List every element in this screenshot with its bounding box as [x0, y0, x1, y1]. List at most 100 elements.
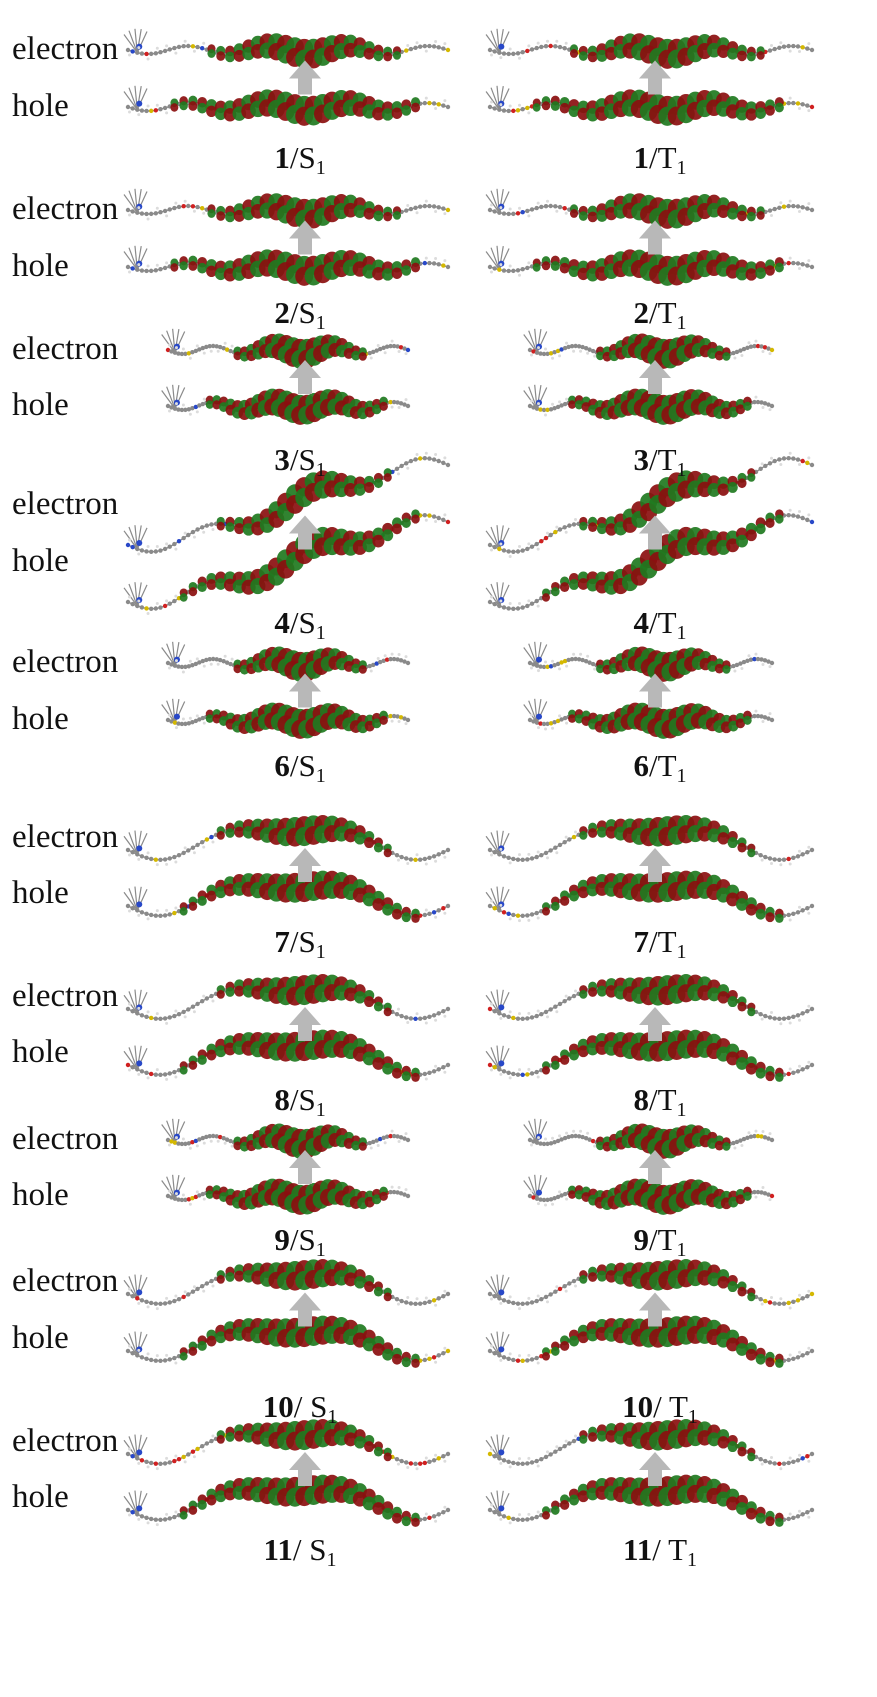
panel-9-S [161, 1118, 411, 1215]
row-label-electron: electron [12, 331, 119, 367]
hole-orbital [485, 245, 815, 286]
excitation-arrow [289, 673, 321, 708]
electron-orbital [523, 641, 775, 682]
excitation-arrow [289, 60, 321, 95]
panel-9-T [523, 1118, 775, 1215]
hole-orbital [523, 384, 775, 425]
state-subscript: 1 [676, 1239, 687, 1261]
excitation-arrow [639, 515, 671, 550]
electron-orbital [161, 328, 411, 369]
excitation-arrow [289, 1007, 321, 1041]
panel-caption: 3/S1 [274, 444, 325, 480]
panel-caption: 7/T1 [633, 926, 686, 962]
panel-caption: 1/S1 [274, 142, 325, 178]
panel-1-S [123, 28, 451, 126]
excitation-arrow [639, 1292, 671, 1327]
excitation-arrow [639, 360, 671, 394]
excitation-arrow [639, 848, 671, 882]
state-separator: / [289, 295, 299, 330]
panel-11-S [123, 1419, 451, 1527]
state-letter: T [657, 295, 677, 330]
state-letter: S [298, 748, 316, 783]
state-separator: / [648, 1222, 658, 1257]
state-subscript: 1 [315, 622, 326, 644]
state-separator: / [648, 748, 658, 783]
panel-caption: 10/ T1 [622, 1391, 698, 1427]
panel-2-S [123, 188, 451, 286]
row-label-electron: electron [12, 819, 119, 855]
compound-number: 4 [274, 605, 290, 640]
electron-orbital [523, 1118, 775, 1159]
compound-number: 2 [274, 295, 290, 330]
state-separator: / [289, 748, 299, 783]
state-subscript: 1 [687, 1549, 698, 1571]
hole-orbital [123, 85, 451, 126]
row-label-hole: hole [12, 88, 69, 124]
state-separator: / [652, 1532, 669, 1567]
state-separator: / [292, 1532, 310, 1567]
state-subscript: 1 [676, 941, 687, 963]
state-subscript: 1 [315, 765, 326, 787]
state-letter: T [657, 1082, 677, 1117]
state-subscript: 1 [315, 941, 326, 963]
panel-caption: 6/T1 [633, 750, 686, 786]
electron-orbital [485, 28, 815, 69]
hole-orbital [523, 698, 775, 739]
hole-orbital [123, 1315, 451, 1368]
state-separator: / [289, 924, 299, 959]
row-label-electron: electron [12, 644, 119, 680]
state-separator: / [648, 924, 658, 959]
state-separator: / [293, 1389, 311, 1424]
row-label-hole: hole [12, 1320, 69, 1356]
panel-caption: 1/T1 [633, 142, 686, 178]
row-label-electron: electron [12, 978, 119, 1014]
panel-caption: 2/T1 [633, 297, 686, 333]
panel-6-S [161, 641, 411, 739]
state-separator: / [648, 295, 658, 330]
compound-number: 2 [633, 295, 649, 330]
state-letter: T [668, 1389, 688, 1424]
panel-caption: 8/T1 [633, 1084, 686, 1120]
panel-caption: 9/S1 [274, 1224, 325, 1260]
compound-number: 9 [633, 1222, 649, 1257]
panel-caption: 11/ S1 [264, 1534, 337, 1570]
hole-orbital [123, 1029, 451, 1082]
state-subscript: 1 [315, 157, 326, 179]
hole-orbital [161, 698, 411, 739]
compound-number: 1 [633, 140, 649, 175]
excitation-arrow [639, 220, 671, 255]
hole-orbital [123, 509, 451, 615]
state-separator: / [653, 1389, 669, 1424]
state-letter: T [657, 442, 677, 477]
compound-number: 3 [633, 442, 649, 477]
state-letter: S [298, 1222, 316, 1257]
hole-orbital [485, 1474, 815, 1527]
electron-orbital [123, 451, 451, 556]
row-label-electron: electron [12, 1121, 119, 1157]
state-separator: / [289, 140, 299, 175]
excitation-arrow [639, 1150, 671, 1184]
state-letter: S [309, 1532, 327, 1567]
excitation-arrow [289, 1292, 321, 1327]
panel-10-T [485, 1259, 815, 1368]
electron-orbital [161, 1118, 411, 1159]
electron-orbital [123, 974, 451, 1025]
row-label-hole: hole [12, 248, 69, 284]
state-subscript: 1 [676, 765, 687, 787]
state-letter: S [310, 1389, 328, 1424]
row-label-electron: electron [12, 486, 119, 522]
row-label-electron: electron [12, 1263, 119, 1299]
state-separator: / [289, 1082, 299, 1117]
state-subscript: 1 [315, 1239, 326, 1261]
compound-number: 10 [262, 1389, 294, 1424]
excitation-arrow [639, 60, 671, 95]
hole-orbital [485, 508, 815, 612]
hole-orbital [485, 1315, 815, 1368]
compound-number: 3 [274, 442, 290, 477]
excitation-arrow [289, 220, 321, 255]
compound-number: 7 [633, 924, 649, 959]
compound-number: 11 [263, 1532, 293, 1567]
row-label-hole: hole [12, 1479, 69, 1515]
state-separator: / [289, 605, 299, 640]
electron-orbital [123, 188, 451, 229]
